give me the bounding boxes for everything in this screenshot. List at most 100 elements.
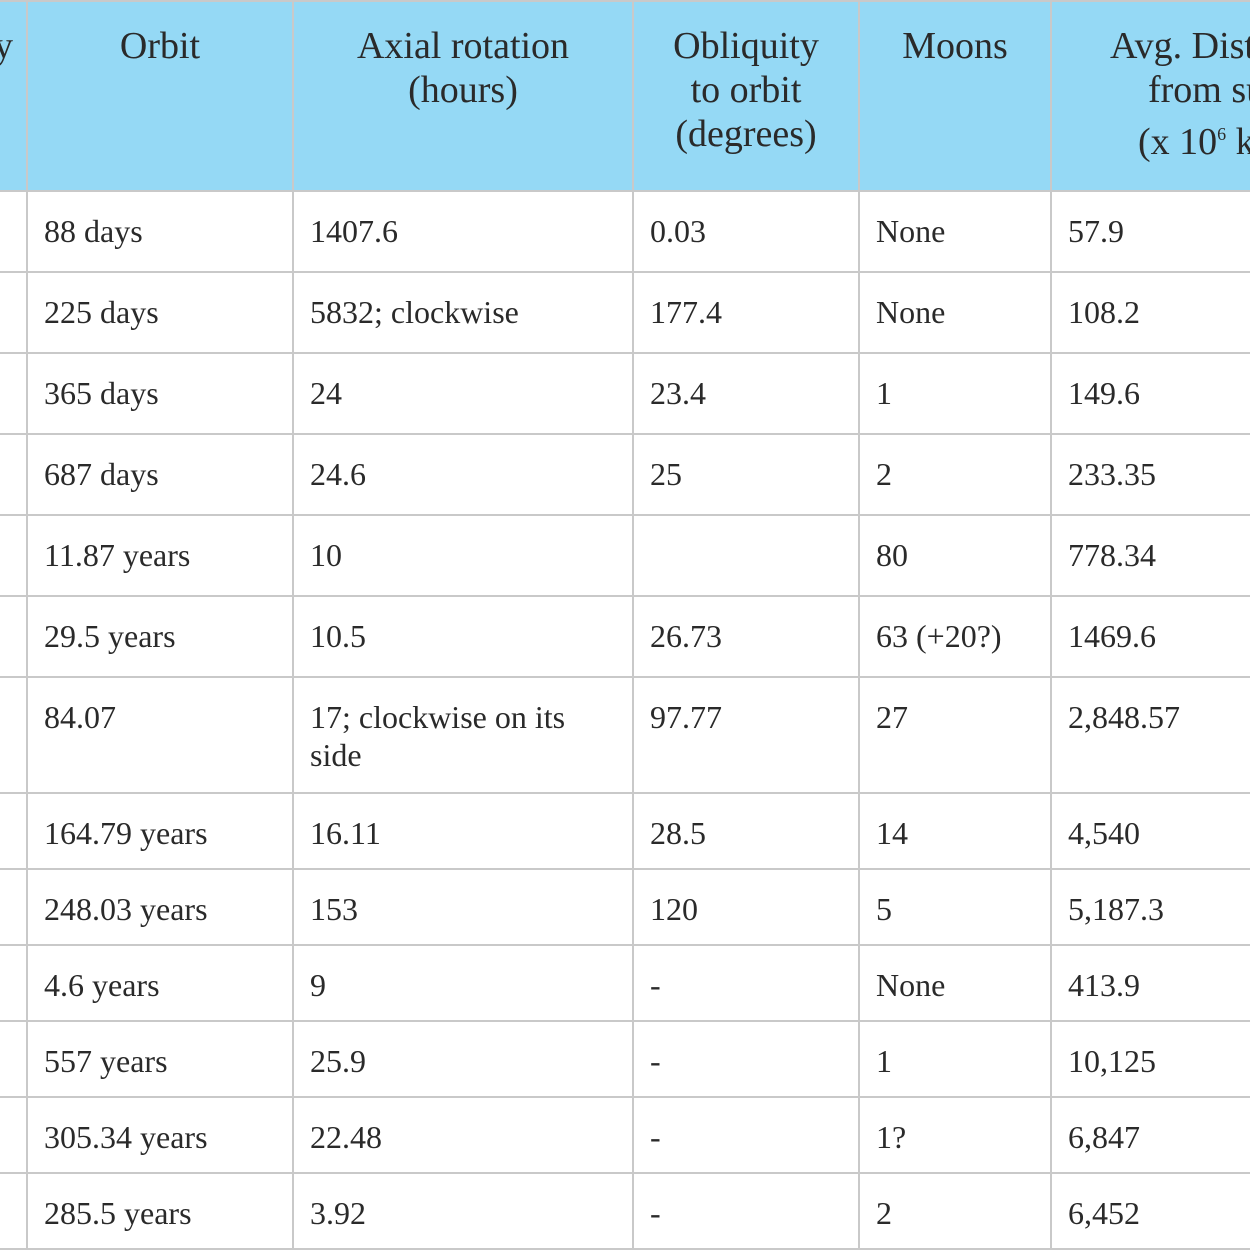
cell-axial-rotation: 22.48 <box>292 1096 634 1174</box>
cell-moons: 1 <box>858 1020 1052 1098</box>
cell-axial-rotation: 10.5 <box>292 595 634 678</box>
cell-axial-rotation: 153 <box>292 868 634 946</box>
cell-obliquity: - <box>632 1096 860 1174</box>
cell-axial-rotation: 1407.6 <box>292 190 634 273</box>
cell-orbit: 164.79 years <box>26 792 294 870</box>
table-row: 557 years 25.9-1 10,125 <box>0 1020 1250 1098</box>
table-row: 365 days 24 23.4 1 149.6 <box>0 352 1250 435</box>
cell-axial-rotation: 16.11 <box>292 792 634 870</box>
cell-partial-first <box>0 352 28 435</box>
cell-avg-distance: 6,847 <box>1050 1096 1250 1174</box>
table-row: 29.5 years 10.5 26.73 63 (+20?) 1469.6 <box>0 595 1250 678</box>
cell-avg-distance: 10,125 <box>1050 1020 1250 1098</box>
cell-obliquity: 120 <box>632 868 860 946</box>
cell-orbit: 84.07 <box>26 676 294 794</box>
cell-obliquity: 25 <box>632 433 860 516</box>
cell-axial-rotation: 24 <box>292 352 634 435</box>
table-row: 248.03 years 153 120 5 5,187.3 <box>0 868 1250 946</box>
table-row: 305.34 years 22.48-1? 6,847 <box>0 1096 1250 1174</box>
cell-orbit: 11.87 years <box>26 514 294 597</box>
cell-partial-first <box>0 1172 28 1250</box>
cell-moons: 5 <box>858 868 1052 946</box>
cell-partial-first <box>0 868 28 946</box>
cell-orbit: 88 days <box>26 190 294 273</box>
cell-partial-first <box>0 1020 28 1098</box>
cell-moons: None <box>858 944 1052 1022</box>
cell-partial-first <box>0 514 28 597</box>
table-row: 285.5 years 3.92-2 6,452 <box>0 1172 1250 1250</box>
cell-avg-distance: 1469.6 <box>1050 595 1250 678</box>
cell-avg-distance: 778.34 <box>1050 514 1250 597</box>
cell-moons: None <box>858 190 1052 273</box>
cell-obliquity: - <box>632 1020 860 1098</box>
cell-avg-distance: 149.6 <box>1050 352 1250 435</box>
cell-partial-first <box>0 433 28 516</box>
cell-axial-rotation: 5832; clockwise <box>292 271 634 354</box>
cell-obliquity: 23.4 <box>632 352 860 435</box>
header-row: y Orbit Axial rotation (hours) Obliquity… <box>0 0 1250 192</box>
table-row: 4.6 years 9- None 413.9 <box>0 944 1250 1022</box>
cell-axial-rotation: 9 <box>292 944 634 1022</box>
table-row: 687 days 24.6 25 2 233.35 <box>0 433 1250 516</box>
cell-partial-first <box>0 1096 28 1174</box>
cell-partial-first <box>0 271 28 354</box>
cell-obliquity: 28.5 <box>632 792 860 870</box>
header-orbit: Orbit <box>26 0 294 192</box>
table-row: 88 days 1407.6 0.03 None 57.9 <box>0 190 1250 273</box>
cell-orbit: 29.5 years <box>26 595 294 678</box>
table-row: 225 days 5832; clockwise 177.4 None 108.2 <box>0 271 1250 354</box>
header-avg-distance: Avg. Dista from su (x 106 kn <box>1050 0 1250 192</box>
cell-moons: 80 <box>858 514 1052 597</box>
cell-obliquity: - <box>632 1172 860 1250</box>
cell-partial-first <box>0 190 28 273</box>
cell-orbit: 4.6 years <box>26 944 294 1022</box>
header-axial-rotation: Axial rotation (hours) <box>292 0 634 192</box>
cell-obliquity <box>632 514 860 597</box>
header-moons: Moons <box>858 0 1052 192</box>
cell-obliquity: - <box>632 944 860 1022</box>
table-row: 11.87 years 10 80 778.34 <box>0 514 1250 597</box>
cell-orbit: 557 years <box>26 1020 294 1098</box>
cell-avg-distance: 108.2 <box>1050 271 1250 354</box>
cell-avg-distance: 233.35 <box>1050 433 1250 516</box>
table-row: 84.07 17; clockwise on its side 97.77 27 2,… <box>0 676 1250 794</box>
cell-avg-distance: 413.9 <box>1050 944 1250 1022</box>
cell-partial-first <box>0 944 28 1022</box>
distance-unit-prefix: (x 10 <box>1138 121 1218 163</box>
cell-moons: None <box>858 271 1052 354</box>
cell-partial-first <box>0 792 28 870</box>
cell-orbit: 225 days <box>26 271 294 354</box>
cell-axial-rotation: 17; clockwise on its side <box>292 676 634 794</box>
cell-avg-distance: 4,540 <box>1050 792 1250 870</box>
cell-avg-distance: 2,848.57 <box>1050 676 1250 794</box>
cell-moons: 1 <box>858 352 1052 435</box>
cell-orbit: 248.03 years <box>26 868 294 946</box>
cell-obliquity: 0.03 <box>632 190 860 273</box>
cell-partial-first <box>0 676 28 794</box>
cell-avg-distance: 6,452 <box>1050 1172 1250 1250</box>
cell-axial-rotation: 3.92 <box>292 1172 634 1250</box>
cell-partial-first <box>0 595 28 678</box>
cell-axial-rotation: 10 <box>292 514 634 597</box>
cell-orbit: 365 days <box>26 352 294 435</box>
cell-moons: 27 <box>858 676 1052 794</box>
cell-axial-rotation: 24.6 <box>292 433 634 516</box>
cell-orbit: 285.5 years <box>26 1172 294 1250</box>
cell-orbit: 687 days <box>26 433 294 516</box>
distance-unit-suffix: kn <box>1235 121 1250 163</box>
cell-orbit: 305.34 years <box>26 1096 294 1174</box>
cell-moons: 1? <box>858 1096 1052 1174</box>
distance-unit-exponent: 6 <box>1217 124 1227 144</box>
cell-obliquity: 97.77 <box>632 676 860 794</box>
cell-moons: 2 <box>858 1172 1052 1250</box>
cell-moons: 63 (+20?) <box>858 595 1052 678</box>
cell-axial-rotation: 25.9 <box>292 1020 634 1098</box>
header-obliquity: Obliquity to orbit (degrees) <box>632 0 860 192</box>
table-row: 164.79 years 16.11 28.5 14 4,540 <box>0 792 1250 870</box>
cell-avg-distance: 57.9 <box>1050 190 1250 273</box>
cell-obliquity: 26.73 <box>632 595 860 678</box>
cell-moons: 14 <box>858 792 1052 870</box>
cell-moons: 2 <box>858 433 1052 516</box>
